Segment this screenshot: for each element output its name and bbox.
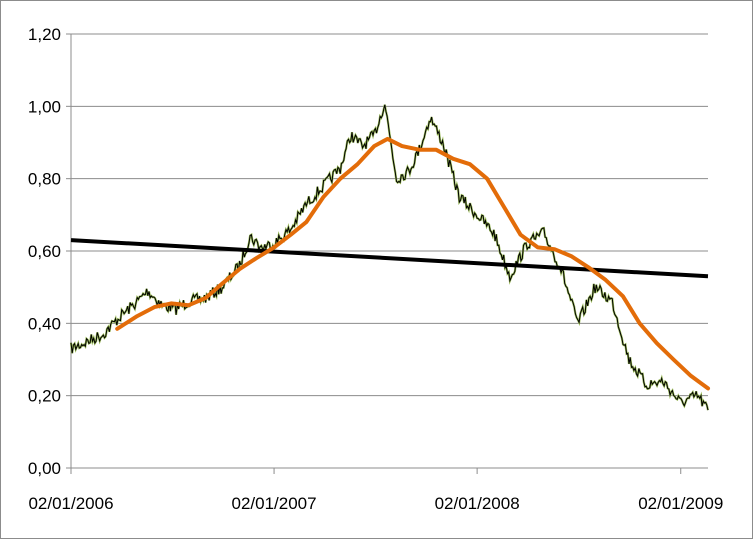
x-tick-label: 02/01/2009 xyxy=(638,494,723,513)
y-tick-label: 0,20 xyxy=(28,387,61,406)
series-price-line xyxy=(70,104,709,411)
series-moving-average-line xyxy=(115,136,710,391)
y-tick-label: 0,80 xyxy=(28,170,61,189)
y-tick-label: 1,20 xyxy=(28,25,61,44)
y-tick-label: 0,60 xyxy=(28,242,61,261)
y-tick-label: 1,00 xyxy=(28,97,61,116)
x-tick-labels: 02/01/2006 02/01/2007 02/01/2008 02/01/2009 xyxy=(28,468,723,513)
x-tick-label: 02/01/2006 xyxy=(28,494,113,513)
y-tick-labels: 0,00 0,20 0,40 0,60 0,80 1,00 1,20 xyxy=(28,25,71,478)
series-trend-line xyxy=(70,238,709,279)
x-tick-label: 02/01/2008 xyxy=(435,494,520,513)
x-tick-label: 02/01/2007 xyxy=(232,494,317,513)
y-tick-label: 0,00 xyxy=(28,459,61,478)
gridlines xyxy=(71,33,708,397)
series xyxy=(69,104,710,411)
y-tick-label: 0,40 xyxy=(28,314,61,333)
